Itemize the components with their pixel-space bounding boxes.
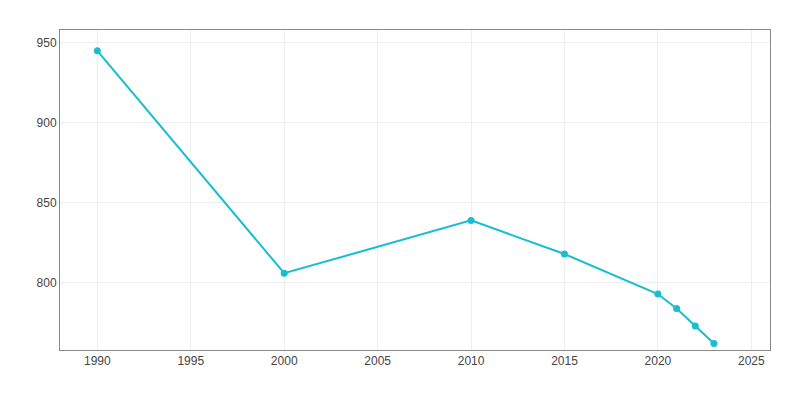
svg-text:2015: 2015 [551,354,578,368]
svg-text:900: 900 [37,116,57,130]
svg-text:2005: 2005 [364,354,391,368]
svg-text:1990: 1990 [84,354,111,368]
svg-text:850: 850 [37,196,57,210]
svg-text:950: 950 [37,36,57,50]
svg-text:1995: 1995 [177,354,204,368]
svg-text:2000: 2000 [271,354,298,368]
svg-text:2010: 2010 [458,354,485,368]
svg-text:2020: 2020 [645,354,672,368]
svg-text:2025: 2025 [738,354,765,368]
svg-text:800: 800 [37,276,57,290]
